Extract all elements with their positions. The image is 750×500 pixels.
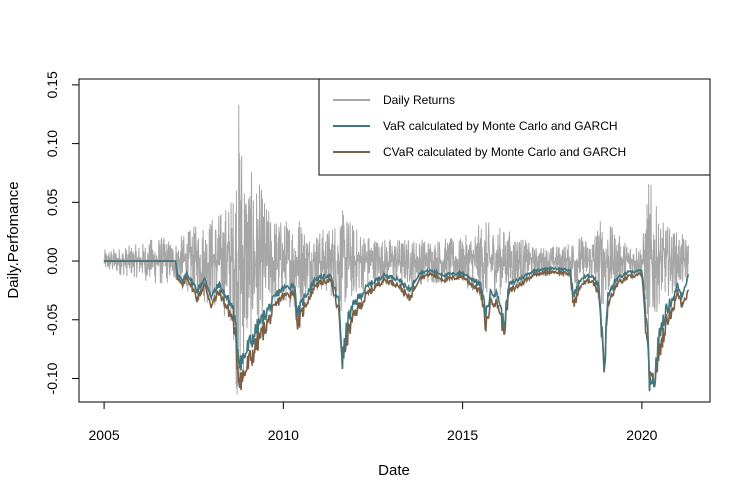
series-cvar [104, 260, 690, 391]
x-axis-title: Date [378, 462, 410, 479]
legend-item-var-label: VaR calculated by Monte Carlo and GARCH [383, 119, 618, 133]
y-tick-label: 0.10 [44, 130, 60, 157]
y-axis-title: Daily.Perfomance [5, 181, 22, 298]
series-var [104, 260, 690, 392]
series-layer [103, 105, 690, 395]
legend: Daily Returns VaR calculated by Monte Car… [318, 78, 711, 176]
x-tick-label: 2015 [447, 427, 478, 443]
y-tick-label: -0.10 [44, 362, 60, 394]
x-tick-label: 2010 [268, 427, 299, 443]
y-axis: -0.10 -0.05 0.00 0.05 0.10 0.15 [44, 71, 79, 394]
x-axis: 2005 2010 2015 2020 [89, 402, 658, 443]
legend-item-daily-returns-label: Daily Returns [383, 93, 455, 107]
x-tick-label: 2005 [89, 427, 120, 443]
y-tick-label: 0.15 [44, 71, 60, 98]
x-tick-label: 2020 [626, 427, 657, 443]
y-tick-label: 0.05 [44, 188, 60, 215]
y-tick-label: -0.05 [44, 304, 60, 336]
legend-item-cvar-label: CVaR calculated by Monte Carlo and GARCH [383, 145, 626, 159]
y-tick-label: 0.00 [44, 247, 60, 274]
legend-box [318, 78, 711, 176]
